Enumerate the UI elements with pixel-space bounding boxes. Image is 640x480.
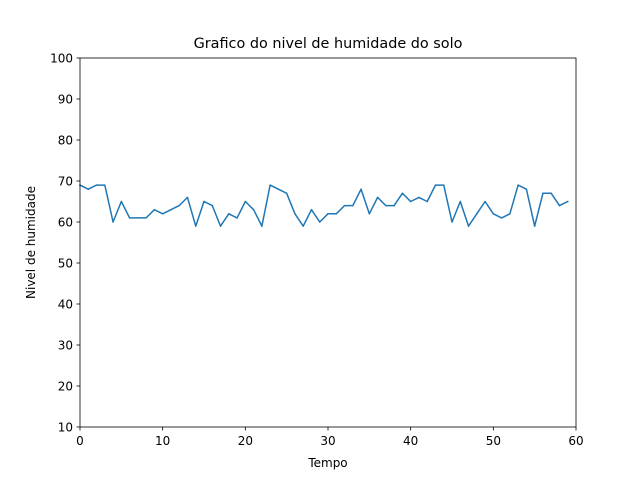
data-point (566, 200, 569, 203)
y-axis-label: Nivel de humidade (24, 186, 38, 299)
data-point (492, 213, 495, 215)
data-point (294, 213, 296, 215)
data-point (409, 200, 412, 203)
data-point (269, 184, 271, 186)
data-point (525, 188, 528, 190)
data-point (203, 200, 205, 203)
data-point (104, 184, 106, 186)
data-point (327, 213, 329, 215)
x-tick-label: 10 (155, 434, 170, 448)
y-tick-label: 80 (58, 133, 73, 147)
data-point (418, 196, 420, 199)
data-point (368, 213, 371, 215)
data-point (393, 204, 395, 207)
data-point (459, 200, 462, 203)
y-tick-label: 60 (58, 215, 73, 229)
data-point (318, 221, 321, 223)
data-point (451, 221, 453, 223)
y-tick-label: 100 (50, 51, 73, 65)
data-point (194, 225, 197, 227)
data-point (161, 213, 164, 215)
data-point (261, 225, 263, 227)
data-point (517, 184, 519, 186)
data-point (558, 204, 561, 207)
data-point (401, 192, 404, 195)
data-point (178, 204, 180, 207)
data-point (550, 192, 552, 195)
data-point (285, 192, 288, 195)
x-tick-label: 50 (486, 434, 501, 448)
x-axis-ticks: 0 10 20 30 40 50 60 (76, 427, 584, 448)
data-point (442, 184, 445, 186)
data-point (112, 221, 114, 223)
x-tick-label: 20 (238, 434, 253, 448)
chart-title: Grafico do nivel de humidade do solo (194, 36, 463, 52)
x-tick-label: 60 (568, 434, 583, 448)
data-point (352, 204, 354, 207)
data-point (95, 184, 98, 186)
data-point (509, 213, 511, 215)
x-tick-label: 40 (403, 434, 418, 448)
x-tick-label: 0 (76, 434, 84, 448)
data-point (87, 188, 90, 190)
plot-area (80, 58, 576, 427)
data-point (476, 213, 478, 215)
data-point (170, 208, 172, 211)
data-point (302, 225, 304, 227)
data-point (120, 200, 123, 203)
y-tick-label: 70 (58, 174, 73, 188)
data-point (244, 200, 247, 203)
y-tick-label: 90 (58, 92, 73, 106)
data-points (79, 184, 569, 227)
data-point (434, 184, 437, 186)
humidity-series-line (78, 184, 569, 227)
x-axis-label: Tempo (307, 456, 347, 470)
plot-frame (79, 57, 577, 428)
y-tick-label: 20 (58, 379, 73, 393)
data-point (153, 208, 156, 211)
data-point (236, 217, 238, 219)
data-point (360, 188, 362, 190)
data-point (219, 225, 222, 227)
data-point (376, 196, 379, 199)
x-tick-label: 30 (320, 434, 335, 448)
data-point (426, 200, 428, 203)
y-tick-label: 50 (58, 256, 73, 270)
y-axis-ticks: 10 20 30 40 50 60 70 80 90 100 (50, 51, 80, 434)
data-point (145, 217, 147, 219)
data-point (500, 217, 503, 219)
data-point (533, 225, 536, 227)
data-point (335, 213, 338, 215)
data-point (343, 204, 346, 207)
y-tick-label: 40 (58, 297, 73, 311)
data-point (484, 200, 486, 203)
y-tick-label: 30 (58, 338, 73, 352)
data-point (211, 204, 214, 207)
data-point (467, 225, 470, 227)
data-point (186, 196, 189, 199)
data-point (252, 208, 255, 211)
data-point (137, 217, 139, 219)
data-point (542, 192, 544, 195)
data-point (385, 204, 387, 207)
data-point (310, 208, 313, 211)
data-point (128, 217, 131, 219)
data-point (228, 213, 230, 215)
y-tick-label: 10 (58, 420, 73, 434)
data-point (277, 188, 280, 190)
